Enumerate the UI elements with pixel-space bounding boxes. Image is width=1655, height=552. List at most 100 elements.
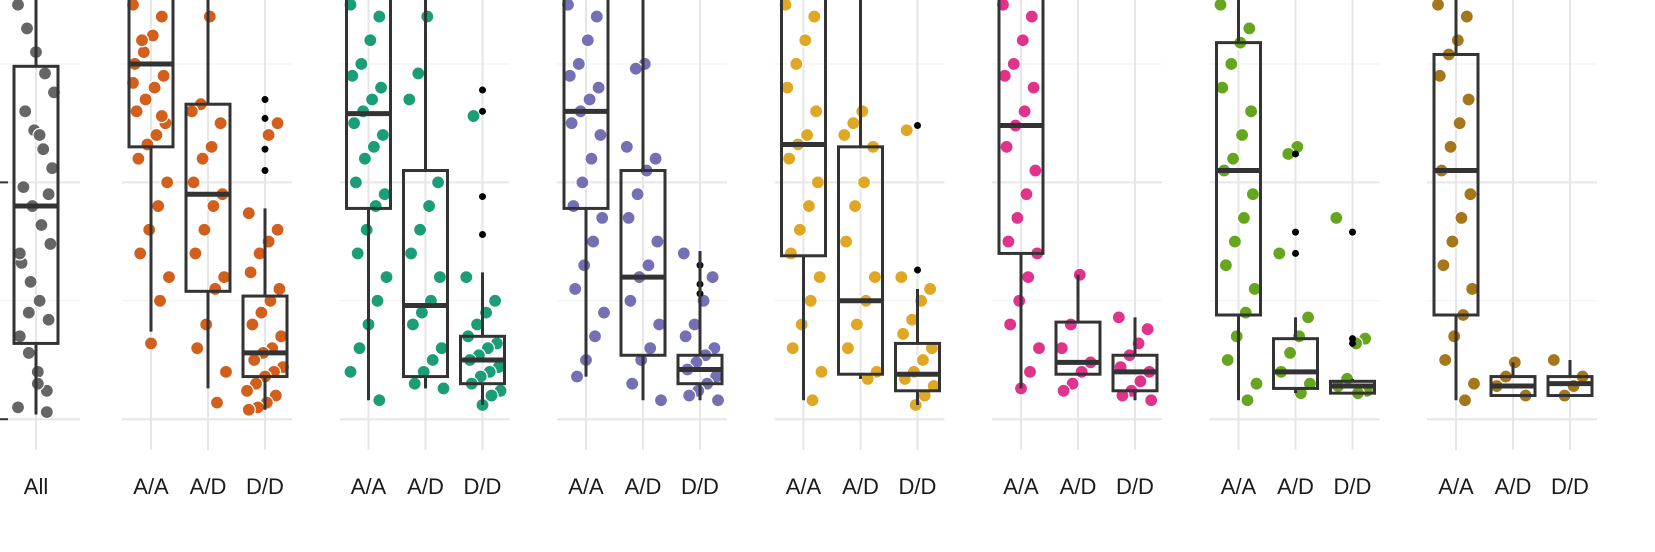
data-point — [808, 104, 824, 119]
data-point — [922, 281, 938, 297]
data-point — [247, 352, 262, 368]
outlier — [479, 230, 486, 238]
data-point — [156, 68, 171, 83]
data-point — [1229, 329, 1244, 344]
data-point — [407, 376, 422, 391]
data-point — [810, 175, 826, 190]
data-point — [1111, 310, 1126, 325]
data-point — [161, 270, 177, 285]
data-point — [154, 9, 169, 24]
data-point — [23, 274, 38, 289]
data-point — [16, 180, 31, 195]
box — [619, 169, 667, 357]
data-point — [895, 326, 911, 342]
data-point — [623, 293, 638, 308]
data-point — [149, 127, 164, 143]
box — [241, 294, 289, 379]
box — [780, 0, 827, 258]
data-point — [488, 293, 503, 308]
data-point — [630, 187, 645, 202]
data-point — [484, 388, 499, 403]
data-point — [21, 345, 36, 360]
data-point — [575, 175, 590, 190]
data-point — [628, 61, 643, 76]
data-point — [1447, 329, 1462, 344]
data-point — [30, 364, 45, 379]
x-tick-label: D/D — [246, 474, 284, 499]
data-point — [414, 305, 429, 320]
outlier — [1292, 228, 1299, 236]
data-point — [1457, 393, 1473, 408]
data-point — [190, 341, 205, 356]
data-point — [1010, 210, 1025, 225]
data-point — [151, 198, 166, 214]
data-point — [1461, 92, 1476, 107]
data-point — [899, 123, 914, 138]
data-point — [1019, 187, 1034, 202]
data-point — [1272, 246, 1287, 261]
data-point — [1015, 33, 1030, 48]
outlier — [479, 86, 486, 94]
data-point — [1243, 104, 1259, 119]
data-point — [595, 210, 610, 225]
data-point — [648, 151, 663, 166]
data-point — [1546, 352, 1561, 368]
data-point — [569, 369, 585, 384]
data-point — [143, 336, 159, 351]
data-point — [133, 246, 148, 261]
data-point — [1236, 210, 1252, 225]
data-point — [245, 317, 260, 332]
data-point — [794, 317, 809, 332]
data-point — [372, 9, 387, 24]
data-point — [1454, 210, 1469, 225]
data-point — [1133, 374, 1148, 389]
data-point — [1056, 383, 1071, 398]
data-point — [19, 21, 35, 36]
x-tick-label: A/D — [625, 474, 662, 499]
data-point — [1022, 364, 1038, 379]
data-point — [359, 222, 374, 237]
data-point — [379, 270, 394, 285]
data-point — [43, 236, 58, 252]
data-point — [218, 364, 234, 379]
data-point — [1006, 56, 1021, 72]
outlier — [261, 145, 269, 153]
data-point — [352, 341, 367, 356]
data-point — [812, 270, 827, 285]
data-point — [188, 246, 203, 261]
data-point — [1438, 352, 1453, 368]
data-point — [270, 222, 285, 237]
x-tick-label: A/A — [1003, 474, 1039, 499]
x-tick-label: A/A — [351, 474, 387, 499]
data-point — [402, 92, 417, 107]
data-point — [10, 400, 26, 415]
x-tick-label: D/D — [899, 474, 937, 499]
x-tick-label: A/A — [1221, 474, 1257, 499]
data-point — [1459, 9, 1474, 24]
data-point — [1507, 355, 1522, 370]
data-point — [867, 270, 883, 285]
data-point — [580, 33, 595, 48]
data-point — [837, 127, 852, 143]
data-point — [1001, 234, 1016, 249]
x-tick-label: A/D — [1060, 474, 1097, 499]
data-point — [459, 270, 474, 285]
data-point — [571, 56, 586, 72]
data-point — [363, 33, 378, 48]
data-point — [41, 187, 56, 202]
data-point — [354, 56, 369, 72]
data-point — [1242, 21, 1257, 36]
data-point — [350, 246, 365, 261]
data-point — [186, 175, 201, 190]
data-point — [1329, 210, 1344, 225]
data-point — [37, 66, 53, 81]
box — [184, 102, 232, 293]
box — [345, 0, 392, 210]
x-tick-label: A/D — [407, 474, 444, 499]
data-point — [209, 395, 225, 410]
data-point — [422, 198, 437, 214]
data-point — [586, 234, 601, 249]
data-point — [783, 246, 799, 261]
